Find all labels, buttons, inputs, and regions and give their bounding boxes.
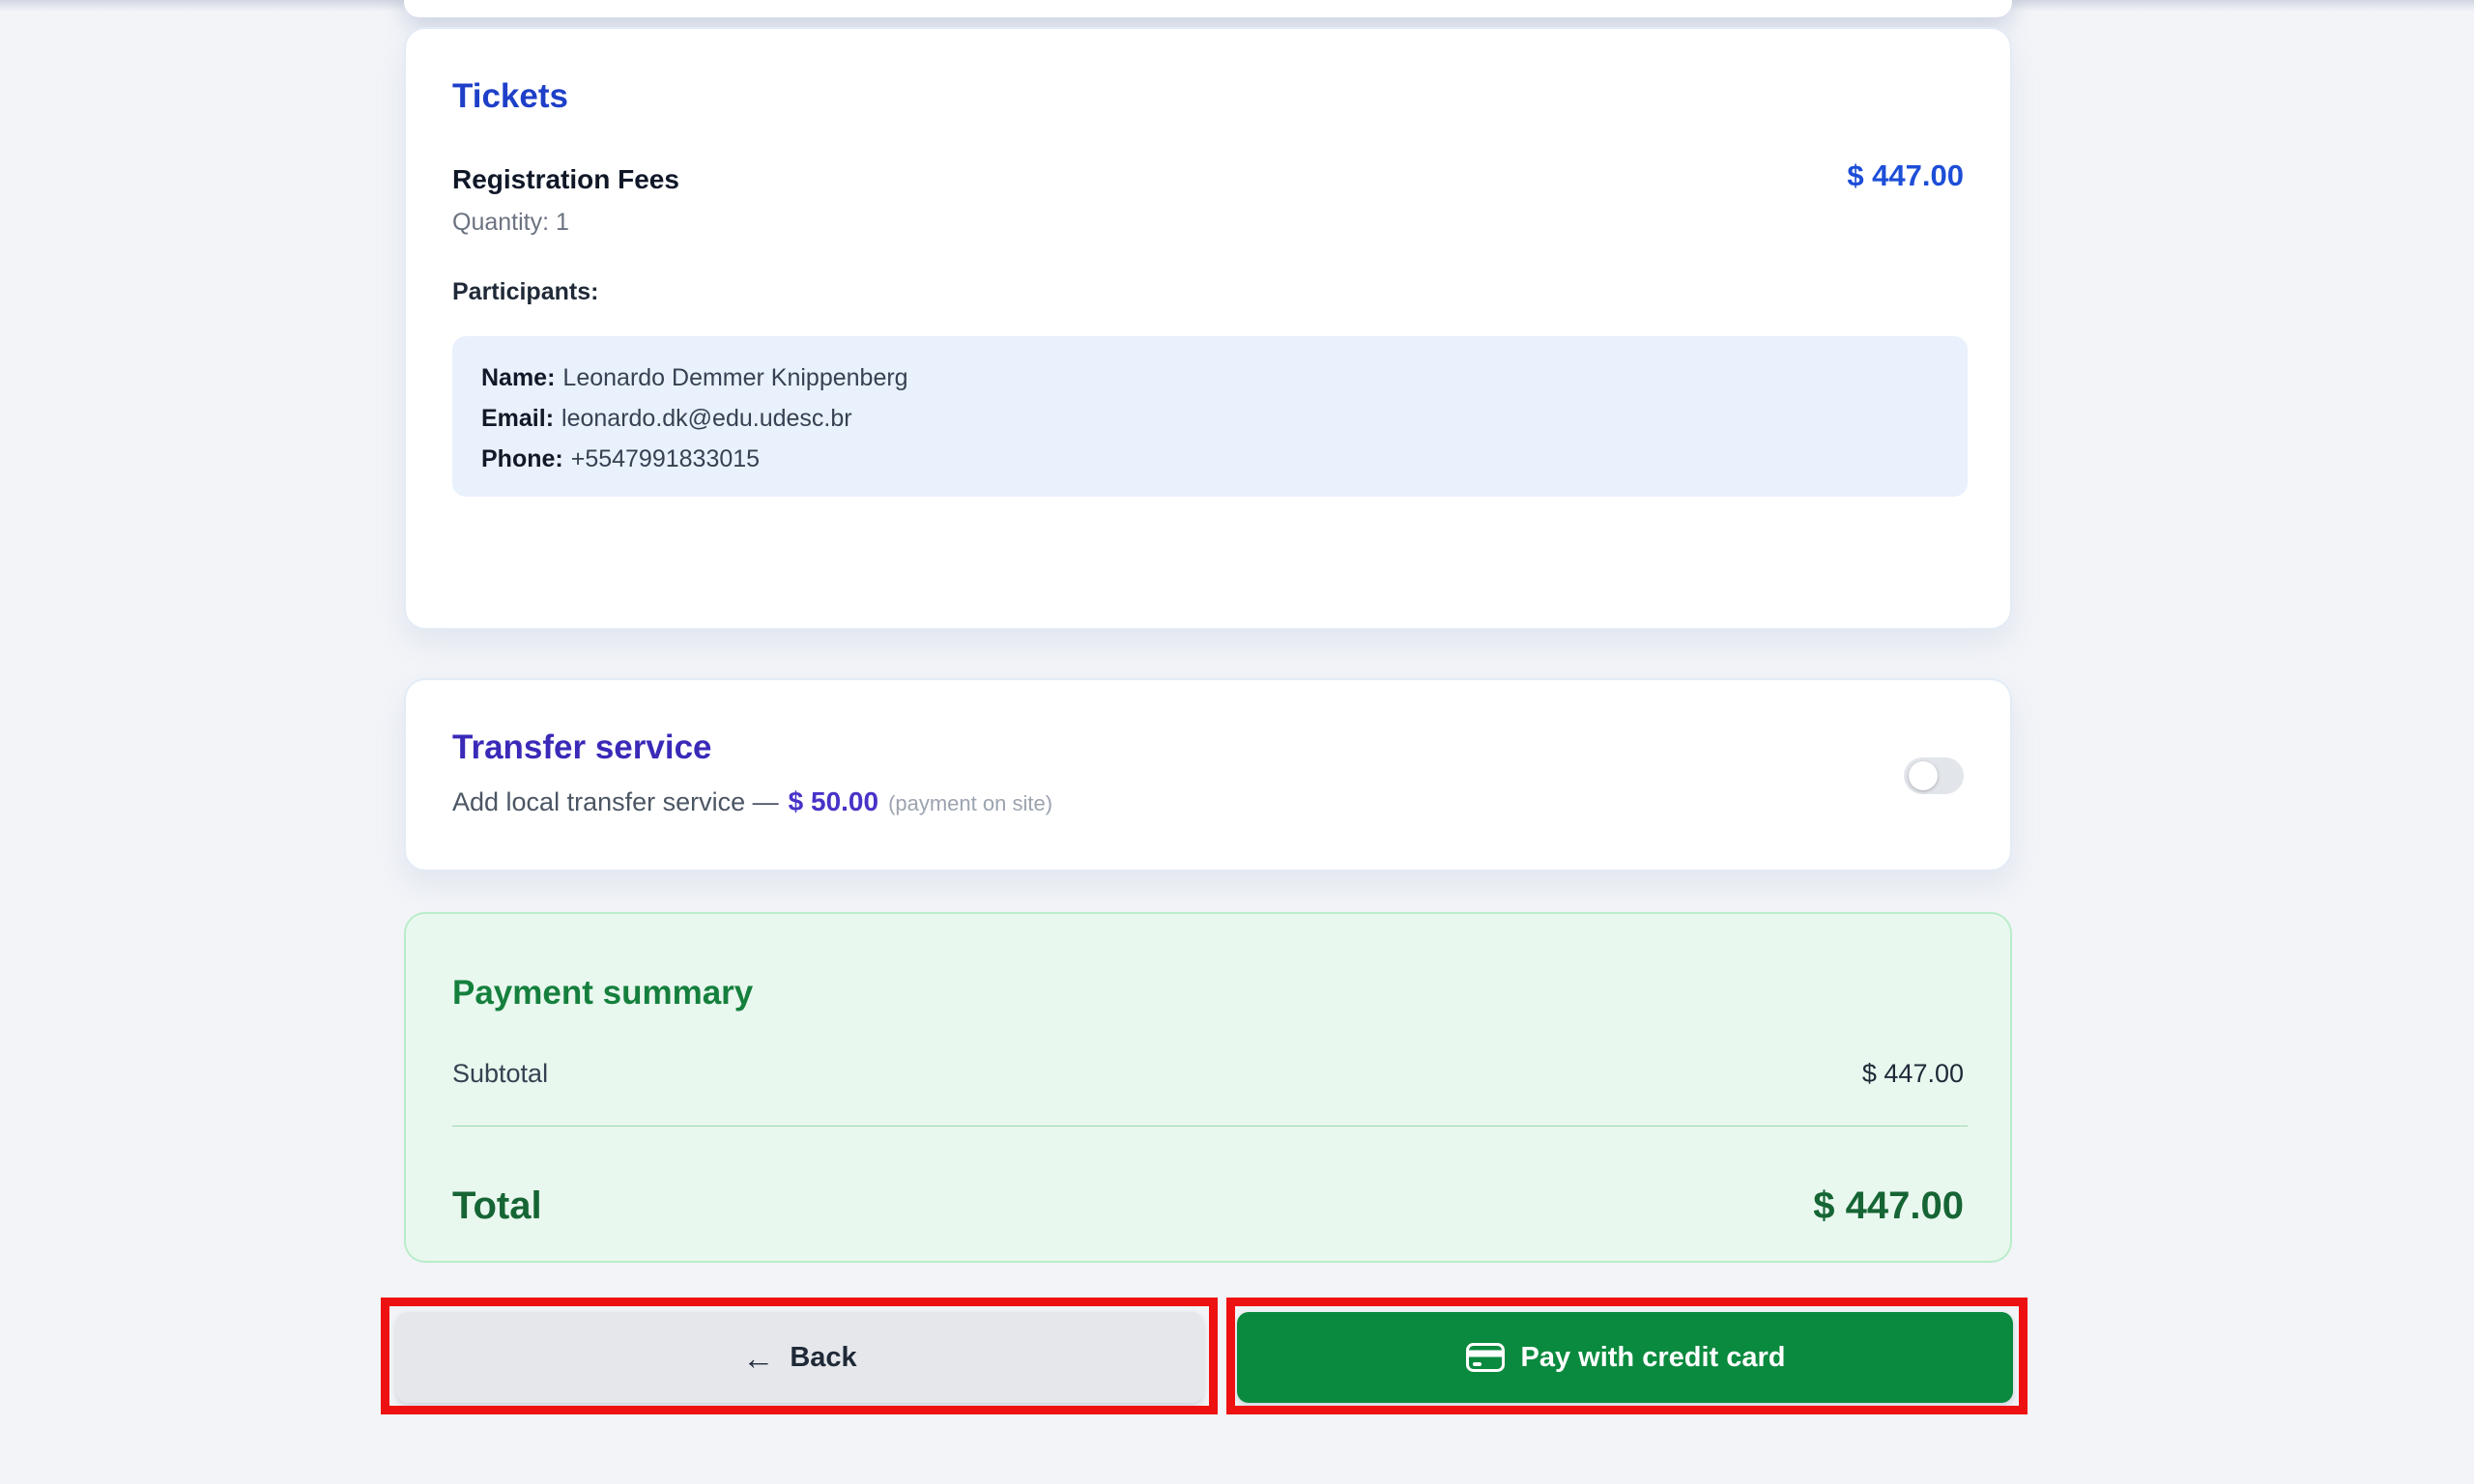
transfer-card: Transfer service Add local transfer serv… bbox=[404, 678, 2012, 871]
participant-box: Name: Leonardo Demmer Knippenberg Email: l… bbox=[452, 336, 1968, 497]
credit-card-icon bbox=[1465, 1341, 1506, 1374]
subtotal-label: Subtotal bbox=[452, 1059, 549, 1088]
participant-phone-value: +5547991833015 bbox=[570, 445, 761, 472]
transfer-title: Transfer service bbox=[452, 728, 712, 766]
summary-divider bbox=[452, 1126, 1968, 1127]
back-button-label: Back bbox=[790, 1341, 857, 1373]
transfer-description-text: Add local transfer service — bbox=[452, 787, 779, 816]
participants-label: Participants: bbox=[452, 278, 599, 305]
subtotal-value: $ 447.00 bbox=[1861, 1059, 1964, 1088]
toggle-knob bbox=[1909, 761, 1938, 790]
participant-phone-line: Phone: +5547991833015 bbox=[481, 439, 1939, 479]
previous-card-remnant bbox=[404, 0, 2012, 17]
total-label: Total bbox=[452, 1184, 542, 1227]
participant-email-line: Email: leonardo.dk@edu.udesc.br bbox=[481, 398, 1939, 439]
ticket-quantity: Quantity: 1 bbox=[452, 209, 569, 236]
pay-with-credit-card-button[interactable]: Pay with credit card bbox=[1237, 1312, 2013, 1403]
pay-button-label: Pay with credit card bbox=[1520, 1341, 1786, 1373]
transfer-description: Add local transfer service — $ 50.00 (pa… bbox=[452, 786, 1052, 817]
participant-email-value: leonardo.dk@edu.udesc.br bbox=[561, 405, 852, 432]
back-arrow-icon: ← bbox=[742, 1339, 775, 1376]
participant-name-label: Name: bbox=[481, 364, 556, 391]
participant-email-label: Email: bbox=[481, 405, 555, 432]
participant-name-value: Leonardo Demmer Knippenberg bbox=[562, 364, 908, 391]
tickets-card: Tickets Registration Fees $ 447.00 Quant… bbox=[404, 27, 2012, 630]
total-value: $ 447.00 bbox=[1813, 1184, 1964, 1227]
transfer-toggle[interactable] bbox=[1904, 757, 1964, 794]
participant-phone-label: Phone: bbox=[481, 445, 563, 472]
ticket-item-price: $ 447.00 bbox=[1847, 158, 1964, 192]
tickets-title: Tickets bbox=[452, 77, 568, 115]
payment-summary-title: Payment summary bbox=[452, 974, 754, 1012]
payment-summary-card: Payment summary Subtotal $ 447.00 Total … bbox=[404, 912, 2012, 1263]
transfer-price: $ 50.00 bbox=[788, 786, 879, 816]
ticket-item-name: Registration Fees bbox=[452, 164, 679, 194]
participant-name-line: Name: Leonardo Demmer Knippenberg bbox=[481, 357, 1939, 398]
transfer-payment-note: (payment on site) bbox=[888, 791, 1053, 815]
back-button[interactable]: ← Back bbox=[396, 1312, 1203, 1403]
